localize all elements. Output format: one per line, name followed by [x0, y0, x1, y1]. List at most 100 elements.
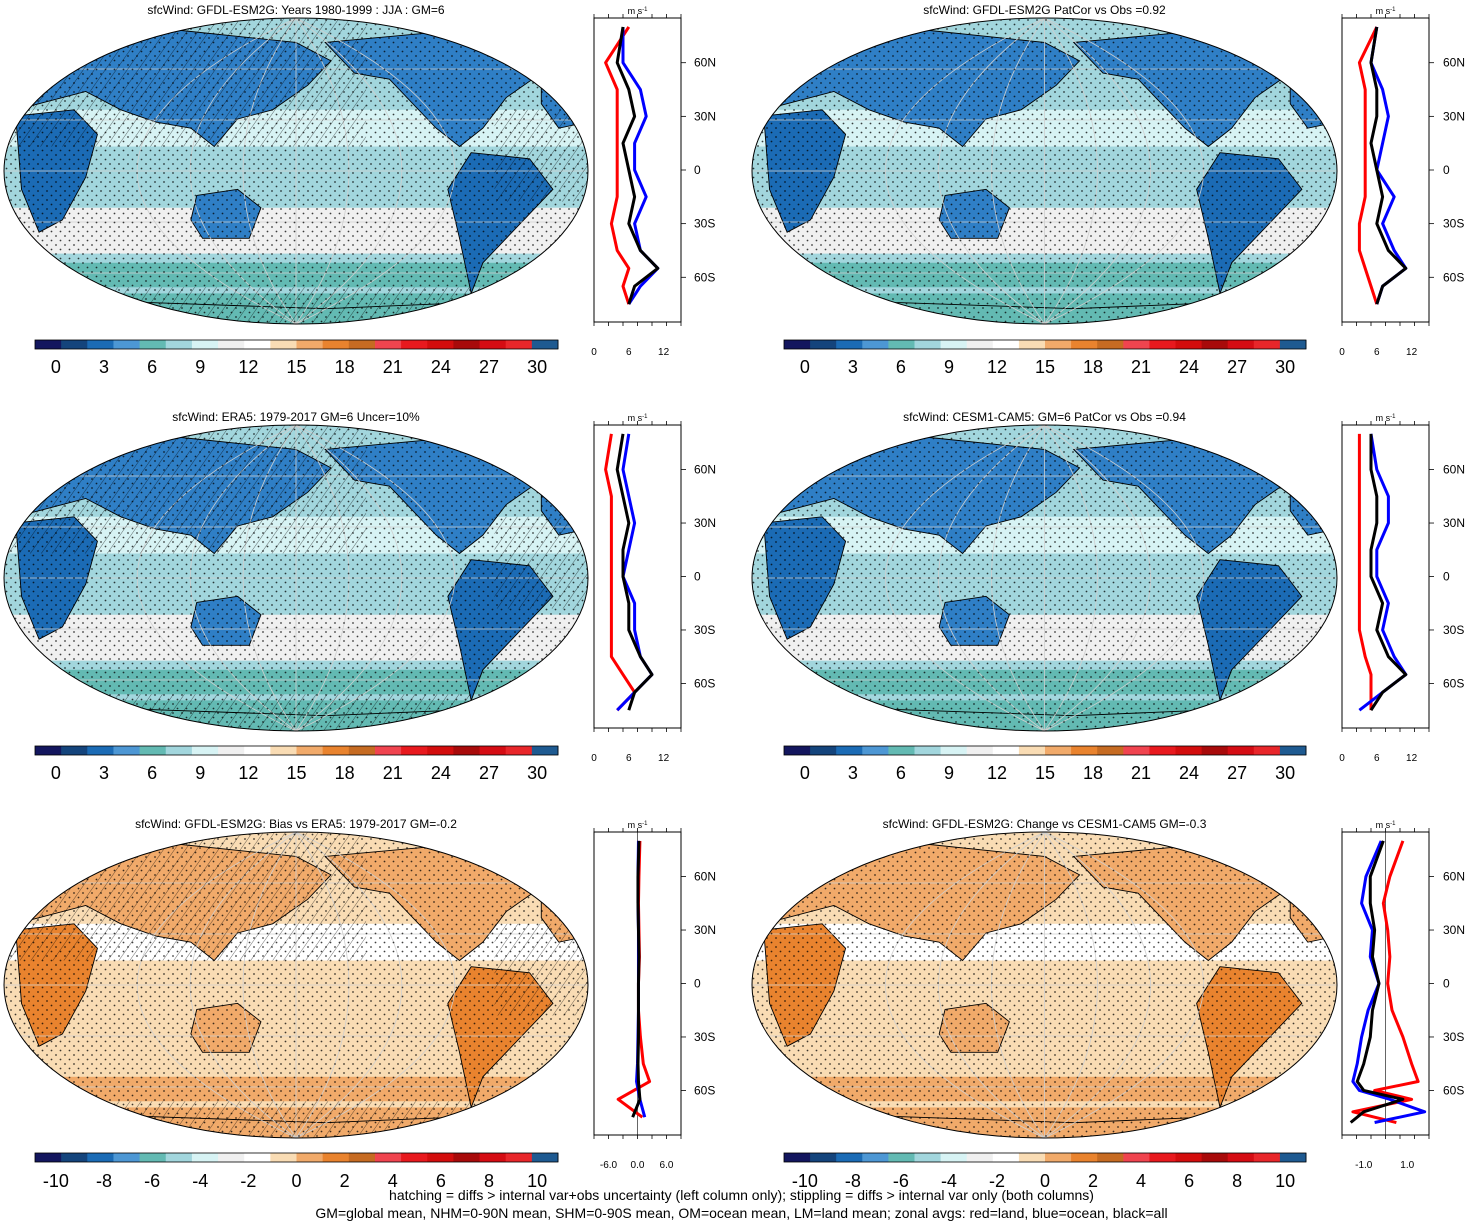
profile-series-land — [1351, 840, 1420, 1124]
colorbar-label: 18 — [335, 763, 355, 783]
lat-label: 0 — [694, 163, 701, 177]
colorbar-swatch — [218, 1153, 245, 1162]
colorbar-label: 30 — [1275, 357, 1295, 377]
colorbar-swatch — [218, 746, 245, 755]
colorbar-swatch — [1253, 746, 1281, 755]
lat-label: 30S — [1443, 1030, 1464, 1044]
colorbar-swatch — [784, 340, 811, 349]
colorbar-label: 18 — [335, 357, 355, 377]
lat-label: 30S — [694, 1030, 715, 1044]
footer-note-legend: GM=global mean, NHM=0-90N mean, SHM=0-90… — [315, 1205, 1168, 1221]
colorbar-swatch — [113, 746, 141, 755]
stippling-overlay — [752, 18, 1337, 324]
colorbar-swatch — [862, 746, 889, 755]
colorbar-label: 27 — [1227, 357, 1247, 377]
map-border — [751, 17, 1338, 325]
hatching-overlay-east — [494, 109, 588, 202]
colorbar-swatch — [836, 746, 863, 755]
colorbar-swatch — [35, 746, 62, 755]
lat-label: 60S — [694, 676, 715, 690]
colorbar-swatch — [1279, 1153, 1307, 1162]
lat-label: 0 — [694, 570, 701, 584]
colorbar-swatch — [427, 746, 454, 755]
colorbar-label: -2 — [989, 1171, 1005, 1191]
colorbar-swatch — [296, 340, 324, 349]
profile-x-tick-label: 6 — [1374, 753, 1380, 764]
colorbar-swatch — [862, 1153, 889, 1162]
colorbar-swatch — [348, 340, 376, 349]
colorbar-swatch — [940, 1153, 968, 1162]
colorbar-label: -4 — [192, 1171, 208, 1191]
profile-unit-label: m s-1 — [628, 413, 648, 423]
profile-x-tick-label: 1.0 — [1400, 1160, 1414, 1171]
colorbar-swatch — [810, 746, 837, 755]
colorbar-swatch — [836, 1153, 863, 1162]
colorbar-label: 0 — [800, 357, 810, 377]
colorbar-label: 21 — [1131, 763, 1151, 783]
lat-label: 0 — [1443, 977, 1450, 991]
lat-label: 60S — [1443, 676, 1464, 690]
colorbar-swatch — [191, 340, 219, 349]
profile-series-all — [1369, 433, 1408, 711]
profile-x-tick-label: 0 — [1339, 347, 1345, 358]
lat-label: 0 — [694, 977, 701, 991]
colorbar-swatch — [191, 1153, 219, 1162]
colorbar-swatch — [505, 746, 533, 755]
colorbar-swatch — [888, 340, 915, 349]
colorbar-swatch — [296, 1153, 324, 1162]
colorbar-swatch — [453, 1153, 481, 1162]
colorbar-swatch — [1227, 1153, 1255, 1162]
colorbar-swatch — [992, 1153, 1020, 1162]
colorbar-swatch — [244, 340, 271, 349]
profile-unit-label: m s-1 — [628, 820, 648, 830]
colorbar-border — [783, 745, 1307, 756]
colorbar-swatch — [914, 746, 942, 755]
colorbar-swatch — [165, 746, 193, 755]
colorbar-label: 27 — [1227, 763, 1247, 783]
colorbar-swatch — [1279, 340, 1307, 349]
colorbar-swatch — [87, 1153, 114, 1162]
colorbar-label: 9 — [944, 763, 954, 783]
colorbar-swatch — [966, 1153, 994, 1162]
colorbar-swatch — [401, 340, 428, 349]
colorbar-swatch — [1018, 340, 1046, 349]
map-border — [3, 17, 589, 325]
colorbar-swatch — [270, 340, 297, 349]
colorbar-label: 21 — [1131, 357, 1151, 377]
colorbar-label: 8 — [484, 1171, 494, 1191]
colorbar-swatch — [1071, 340, 1098, 349]
panel-5: sfcWind: GFDL-ESM2G: Bias vs ERA5: 1979-… — [3, 817, 716, 1191]
lat-label: 30S — [694, 623, 715, 637]
lat-label: 60N — [1443, 870, 1465, 884]
profile-x-tick-label: 12 — [1406, 347, 1418, 358]
colorbar-swatch — [505, 340, 533, 349]
colorbar-swatch — [940, 340, 968, 349]
colorbar-swatch — [1201, 340, 1229, 349]
colorbar-swatch — [191, 746, 219, 755]
colorbar-swatch — [427, 1153, 454, 1162]
colorbar-swatch — [479, 746, 507, 755]
colorbar-swatch — [1123, 340, 1150, 349]
colorbar-swatch — [374, 340, 402, 349]
profile-series-all — [615, 433, 654, 711]
colorbar-swatch — [61, 1153, 88, 1162]
colorbar-label: 10 — [527, 1171, 547, 1191]
lat-label: 30S — [694, 217, 715, 231]
colorbar-label: 15 — [1035, 357, 1055, 377]
colorbar-swatch — [966, 746, 994, 755]
colorbar-swatch — [531, 340, 559, 349]
colorbar-label: 3 — [848, 763, 858, 783]
colorbar-label: 9 — [195, 357, 205, 377]
colorbar-swatch — [1071, 746, 1098, 755]
profile-x-tick-label: -1.0 — [1355, 1160, 1373, 1171]
colorbar-label: 0 — [51, 763, 61, 783]
colorbar-swatch — [1123, 746, 1150, 755]
colorbar-swatch — [218, 340, 245, 349]
hatching-overlay-east — [494, 923, 588, 1016]
hatching-overlay-south — [4, 694, 588, 731]
colorbar-border — [34, 339, 559, 350]
profile-unit-label: m s-1 — [628, 6, 648, 16]
colorbar-label: 6 — [147, 763, 157, 783]
colorbar-label: 10 — [1275, 1171, 1295, 1191]
